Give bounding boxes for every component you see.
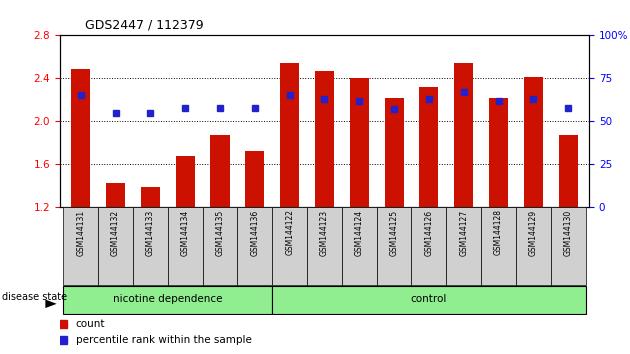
Bar <box>489 98 508 207</box>
Bar <box>411 207 446 285</box>
Bar <box>342 207 377 285</box>
Bar <box>168 207 203 285</box>
Bar <box>315 71 334 207</box>
Text: GSM144134: GSM144134 <box>181 210 190 256</box>
Bar <box>377 207 411 285</box>
Text: GSM144128: GSM144128 <box>494 210 503 256</box>
Bar <box>516 207 551 285</box>
Text: GSM144130: GSM144130 <box>564 210 573 256</box>
Text: GSM144135: GSM144135 <box>215 210 224 256</box>
Bar <box>307 207 342 285</box>
Text: GSM144123: GSM144123 <box>320 210 329 256</box>
Bar <box>559 135 578 207</box>
Text: nicotine dependence: nicotine dependence <box>113 295 222 304</box>
Bar <box>280 63 299 207</box>
Bar <box>98 207 133 285</box>
Text: GSM144125: GSM144125 <box>389 210 399 256</box>
Text: GSM144124: GSM144124 <box>355 210 364 256</box>
Bar <box>551 207 585 285</box>
Bar <box>140 187 160 207</box>
Text: GSM144122: GSM144122 <box>285 210 294 256</box>
Text: GSM144131: GSM144131 <box>76 210 85 256</box>
Text: percentile rank within the sample: percentile rank within the sample <box>76 335 251 345</box>
Bar <box>64 286 272 314</box>
Bar <box>420 87 438 207</box>
Text: GDS2447 / 112379: GDS2447 / 112379 <box>85 19 203 32</box>
Text: GSM144129: GSM144129 <box>529 210 538 256</box>
Text: GSM144132: GSM144132 <box>111 210 120 256</box>
Bar <box>245 151 265 207</box>
Bar <box>454 63 473 207</box>
Text: GSM144136: GSM144136 <box>250 210 260 256</box>
Bar <box>71 69 90 207</box>
Text: control: control <box>411 295 447 304</box>
Bar <box>272 286 585 314</box>
Bar <box>238 207 272 285</box>
Bar <box>106 183 125 207</box>
Text: GSM144127: GSM144127 <box>459 210 468 256</box>
Text: disease state: disease state <box>2 292 67 302</box>
Bar <box>272 207 307 285</box>
Bar <box>481 207 516 285</box>
Bar <box>446 207 481 285</box>
Text: GSM144133: GSM144133 <box>146 210 155 256</box>
Bar <box>203 207 238 285</box>
Text: count: count <box>76 319 105 329</box>
Bar <box>350 78 369 207</box>
Bar <box>133 207 168 285</box>
Bar <box>384 98 404 207</box>
Bar <box>524 77 543 207</box>
Bar <box>64 207 98 285</box>
Text: GSM144126: GSM144126 <box>425 210 433 256</box>
Bar <box>210 135 229 207</box>
Bar <box>176 155 195 207</box>
